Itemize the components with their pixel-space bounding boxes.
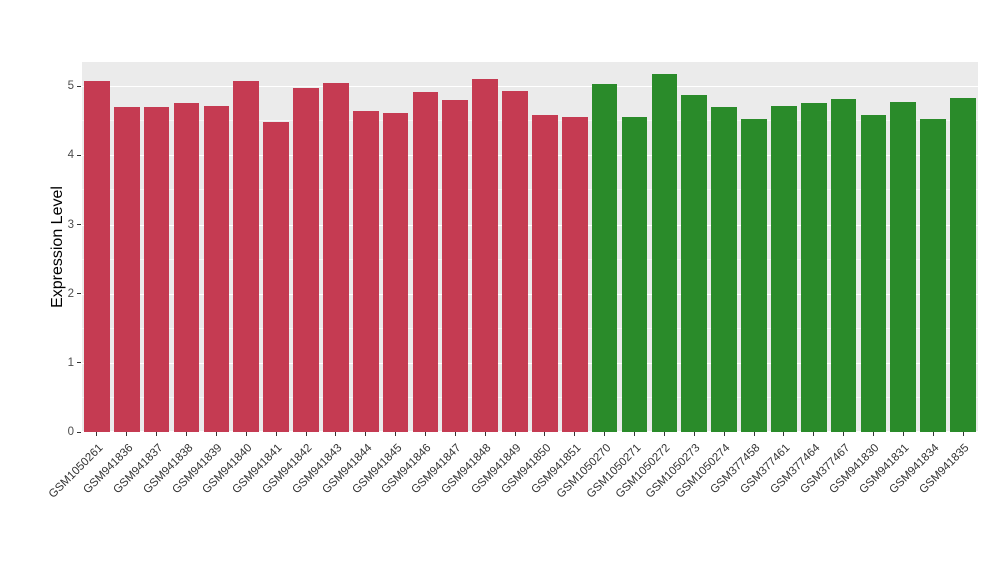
bar [233,80,260,432]
bar [412,92,439,432]
gridline-minor [82,189,978,191]
gridline-major [82,224,978,226]
gridline-major [82,86,978,88]
bar [741,119,767,432]
bar [920,119,947,432]
bar [84,81,110,432]
gridline-major [82,155,978,157]
y-tick-label: 4 [67,149,74,162]
x-tick-mark [186,432,188,436]
x-tick-mark [305,432,307,436]
x-tick-mark [693,432,695,436]
y-tick-mark [77,431,81,433]
bar [263,122,289,432]
bar [352,111,379,432]
x-tick-mark [962,432,964,436]
x-tick-mark [275,432,277,436]
y-tick-label: 2 [67,287,74,300]
x-tick-mark [544,432,546,436]
x-tick-mark [783,432,785,436]
bar [591,84,618,432]
bar [472,78,499,432]
x-tick-mark [424,432,426,436]
x-tick-mark [156,432,158,436]
y-tick-label: 5 [67,80,74,93]
bar [621,117,648,432]
bar [442,100,469,432]
x-tick-mark [902,432,904,436]
x-tick-mark [604,432,606,436]
x-tick-mark [932,432,934,436]
bar [113,106,140,432]
x-tick-mark [126,432,128,436]
x-tick-mark [335,432,337,436]
gridline-major [82,362,978,364]
x-tick-mark [245,432,247,436]
bar [502,91,528,432]
gridline-major [82,293,978,295]
bar [143,106,170,432]
gridline-minor [82,327,978,329]
bar [173,102,200,432]
x-tick-mark [215,432,217,436]
y-tick-mark [77,154,81,156]
x-tick-mark [634,432,636,436]
x-tick-mark [454,432,456,436]
y-tick-label: 0 [67,426,74,438]
bar [800,102,827,432]
x-tick-mark [514,432,516,436]
gridline-major [82,431,978,432]
x-tick-mark [395,432,397,436]
y-tick-label: 1 [67,356,74,369]
gridline-minor [82,396,978,398]
x-tick-mark [663,432,665,436]
y-tick-label: 3 [67,218,74,231]
y-tick-mark [77,293,81,295]
bar [681,94,708,432]
bar [830,98,857,432]
bar [950,97,976,432]
bar [293,87,319,432]
y-tick-mark [77,224,81,226]
gridline-minor [82,120,978,122]
bar [890,102,917,432]
x-tick-mark [872,432,874,436]
bar [711,106,737,432]
bar [323,83,349,432]
x-tick-mark [574,432,576,436]
y-tick-mark [77,85,81,87]
x-tick-mark [96,432,98,436]
x-tick-mark [813,432,815,436]
x-tick-mark [723,432,725,436]
bar [561,117,588,432]
bar [771,106,797,432]
bar [382,113,409,432]
bar [651,74,678,432]
bar [532,114,558,432]
bar [860,115,887,432]
gridline-minor [82,258,978,260]
plot-panel [82,62,978,432]
x-tick-mark [365,432,367,436]
y-tick-mark [77,362,81,364]
x-tick-mark [843,432,845,436]
bar [203,105,230,432]
x-tick-mark [484,432,486,436]
x-tick-mark [753,432,755,436]
